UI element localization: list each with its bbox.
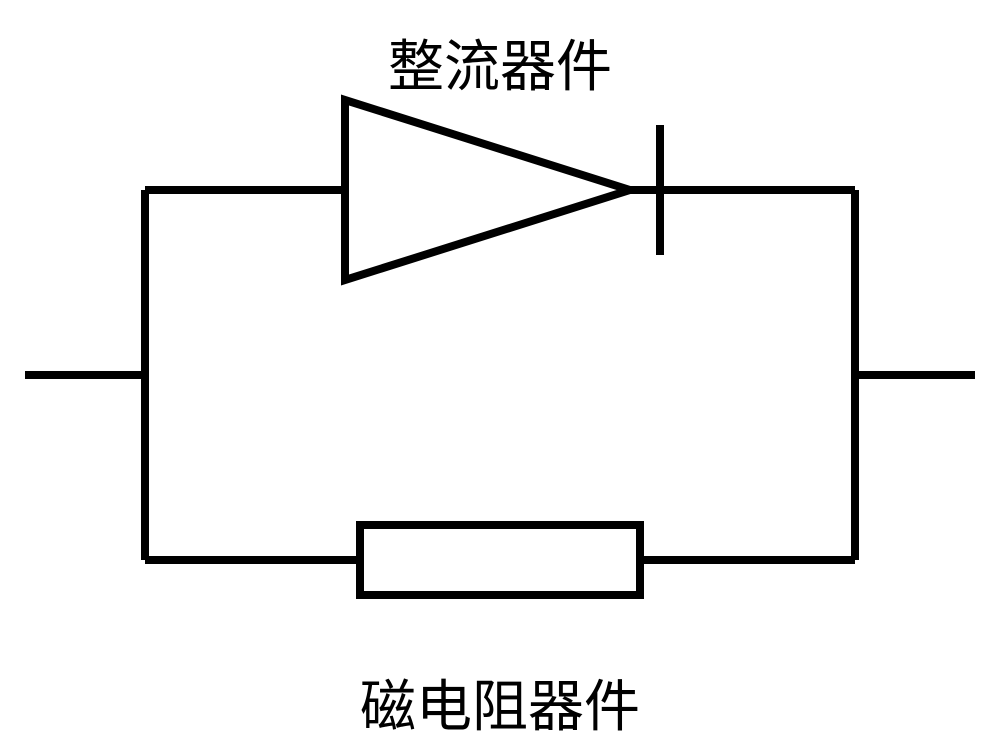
diode-triangle xyxy=(345,100,630,280)
schematic-svg xyxy=(0,0,1000,724)
label-magnetoresistive-component: 磁电阻器件 xyxy=(360,662,640,743)
label-rectifier-component: 整流器件 xyxy=(388,22,612,103)
circuit-diagram: 整流器件 磁电阻器件 xyxy=(0,0,1000,724)
magnetoresistor-symbol xyxy=(360,525,640,595)
